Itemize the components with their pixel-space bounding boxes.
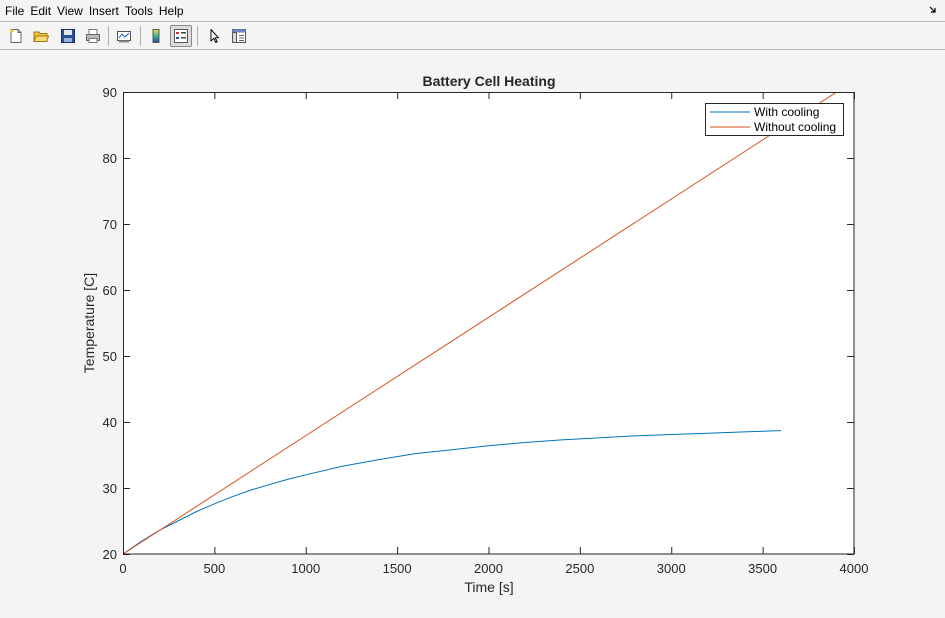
chart-title: Battery Cell Heating bbox=[422, 73, 555, 89]
axes-background[interactable] bbox=[123, 92, 854, 554]
legend[interactable]: With cooling Without cooling bbox=[705, 103, 844, 136]
link-plot-icon bbox=[117, 31, 131, 43]
print-button[interactable] bbox=[82, 25, 104, 47]
menu-bar: File Edit View Insert Tools Help bbox=[0, 0, 945, 21]
y-tick-label: 40 bbox=[103, 415, 117, 430]
menu-help[interactable]: Help bbox=[158, 3, 184, 18]
open-file-icon bbox=[33, 31, 49, 42]
menu-view[interactable]: View bbox=[57, 3, 83, 18]
menu-insert[interactable]: Insert bbox=[88, 3, 119, 18]
new-figure-button[interactable] bbox=[5, 25, 27, 47]
legend-label-without-cooling: Without cooling bbox=[754, 120, 836, 134]
x-tick-label: 1000 bbox=[291, 561, 320, 576]
x-tick-label: 3500 bbox=[748, 561, 777, 576]
legend-box bbox=[705, 103, 844, 136]
y-tick-label: 80 bbox=[103, 151, 117, 166]
x-tick-label: 3000 bbox=[657, 561, 686, 576]
undock-icon[interactable] bbox=[929, 5, 937, 15]
y-axis: 20 30 40 50 60 70 80 90 bbox=[103, 85, 854, 562]
x-tick-label: 2000 bbox=[474, 561, 503, 576]
x-tick-label: 0 bbox=[119, 561, 126, 576]
property-inspector-icon bbox=[232, 29, 246, 43]
x-axis: 0 500 1000 1500 2000 2500 3000 3500 4000 bbox=[119, 92, 868, 576]
link-plot-button[interactable] bbox=[113, 25, 135, 47]
x-tick-label: 1500 bbox=[383, 561, 412, 576]
y-tick-label: 60 bbox=[103, 283, 117, 298]
y-tick-label: 70 bbox=[103, 217, 117, 232]
x-tick-label: 500 bbox=[204, 561, 226, 576]
menu-tools[interactable]: Tools bbox=[124, 3, 153, 18]
y-tick-label: 50 bbox=[103, 349, 117, 364]
series-line-without-cooling[interactable] bbox=[123, 81, 854, 554]
y-axis-label: Temperature [C] bbox=[81, 273, 97, 373]
legend-label-with-cooling: With cooling bbox=[754, 105, 819, 119]
toolbar-separator bbox=[108, 26, 109, 46]
toolbar bbox=[0, 21, 945, 50]
plot-lines bbox=[123, 81, 854, 554]
menu-edit[interactable]: Edit bbox=[30, 3, 52, 18]
insert-colorbar-icon bbox=[152, 29, 160, 43]
x-axis-label: Time [s] bbox=[464, 579, 513, 595]
toolbar-separator bbox=[140, 26, 141, 46]
y-tick-label: 90 bbox=[103, 85, 117, 100]
series-line-with-cooling[interactable] bbox=[123, 430, 781, 554]
new-figure-icon bbox=[10, 29, 22, 43]
toolbar-separator bbox=[197, 26, 198, 46]
y-tick-label: 20 bbox=[103, 547, 117, 562]
insert-colorbar-button[interactable] bbox=[145, 25, 167, 47]
save-button[interactable] bbox=[57, 25, 79, 47]
open-file-button[interactable] bbox=[30, 25, 52, 47]
insert-legend-button[interactable] bbox=[170, 25, 192, 47]
save-icon bbox=[61, 29, 75, 43]
edit-plot-button[interactable] bbox=[203, 25, 225, 47]
x-tick-label: 2500 bbox=[565, 561, 594, 576]
print-icon bbox=[86, 29, 100, 43]
y-tick-label: 30 bbox=[103, 481, 117, 496]
insert-legend-icon bbox=[174, 29, 188, 43]
figure-canvas: 0 500 1000 1500 2000 2500 3000 3500 4000 20 30 40 5… bbox=[81, 73, 868, 595]
property-inspector-button[interactable] bbox=[228, 25, 250, 47]
x-tick-label: 4000 bbox=[840, 561, 869, 576]
menu-file[interactable]: File bbox=[5, 3, 25, 18]
edit-plot-icon bbox=[210, 29, 219, 43]
